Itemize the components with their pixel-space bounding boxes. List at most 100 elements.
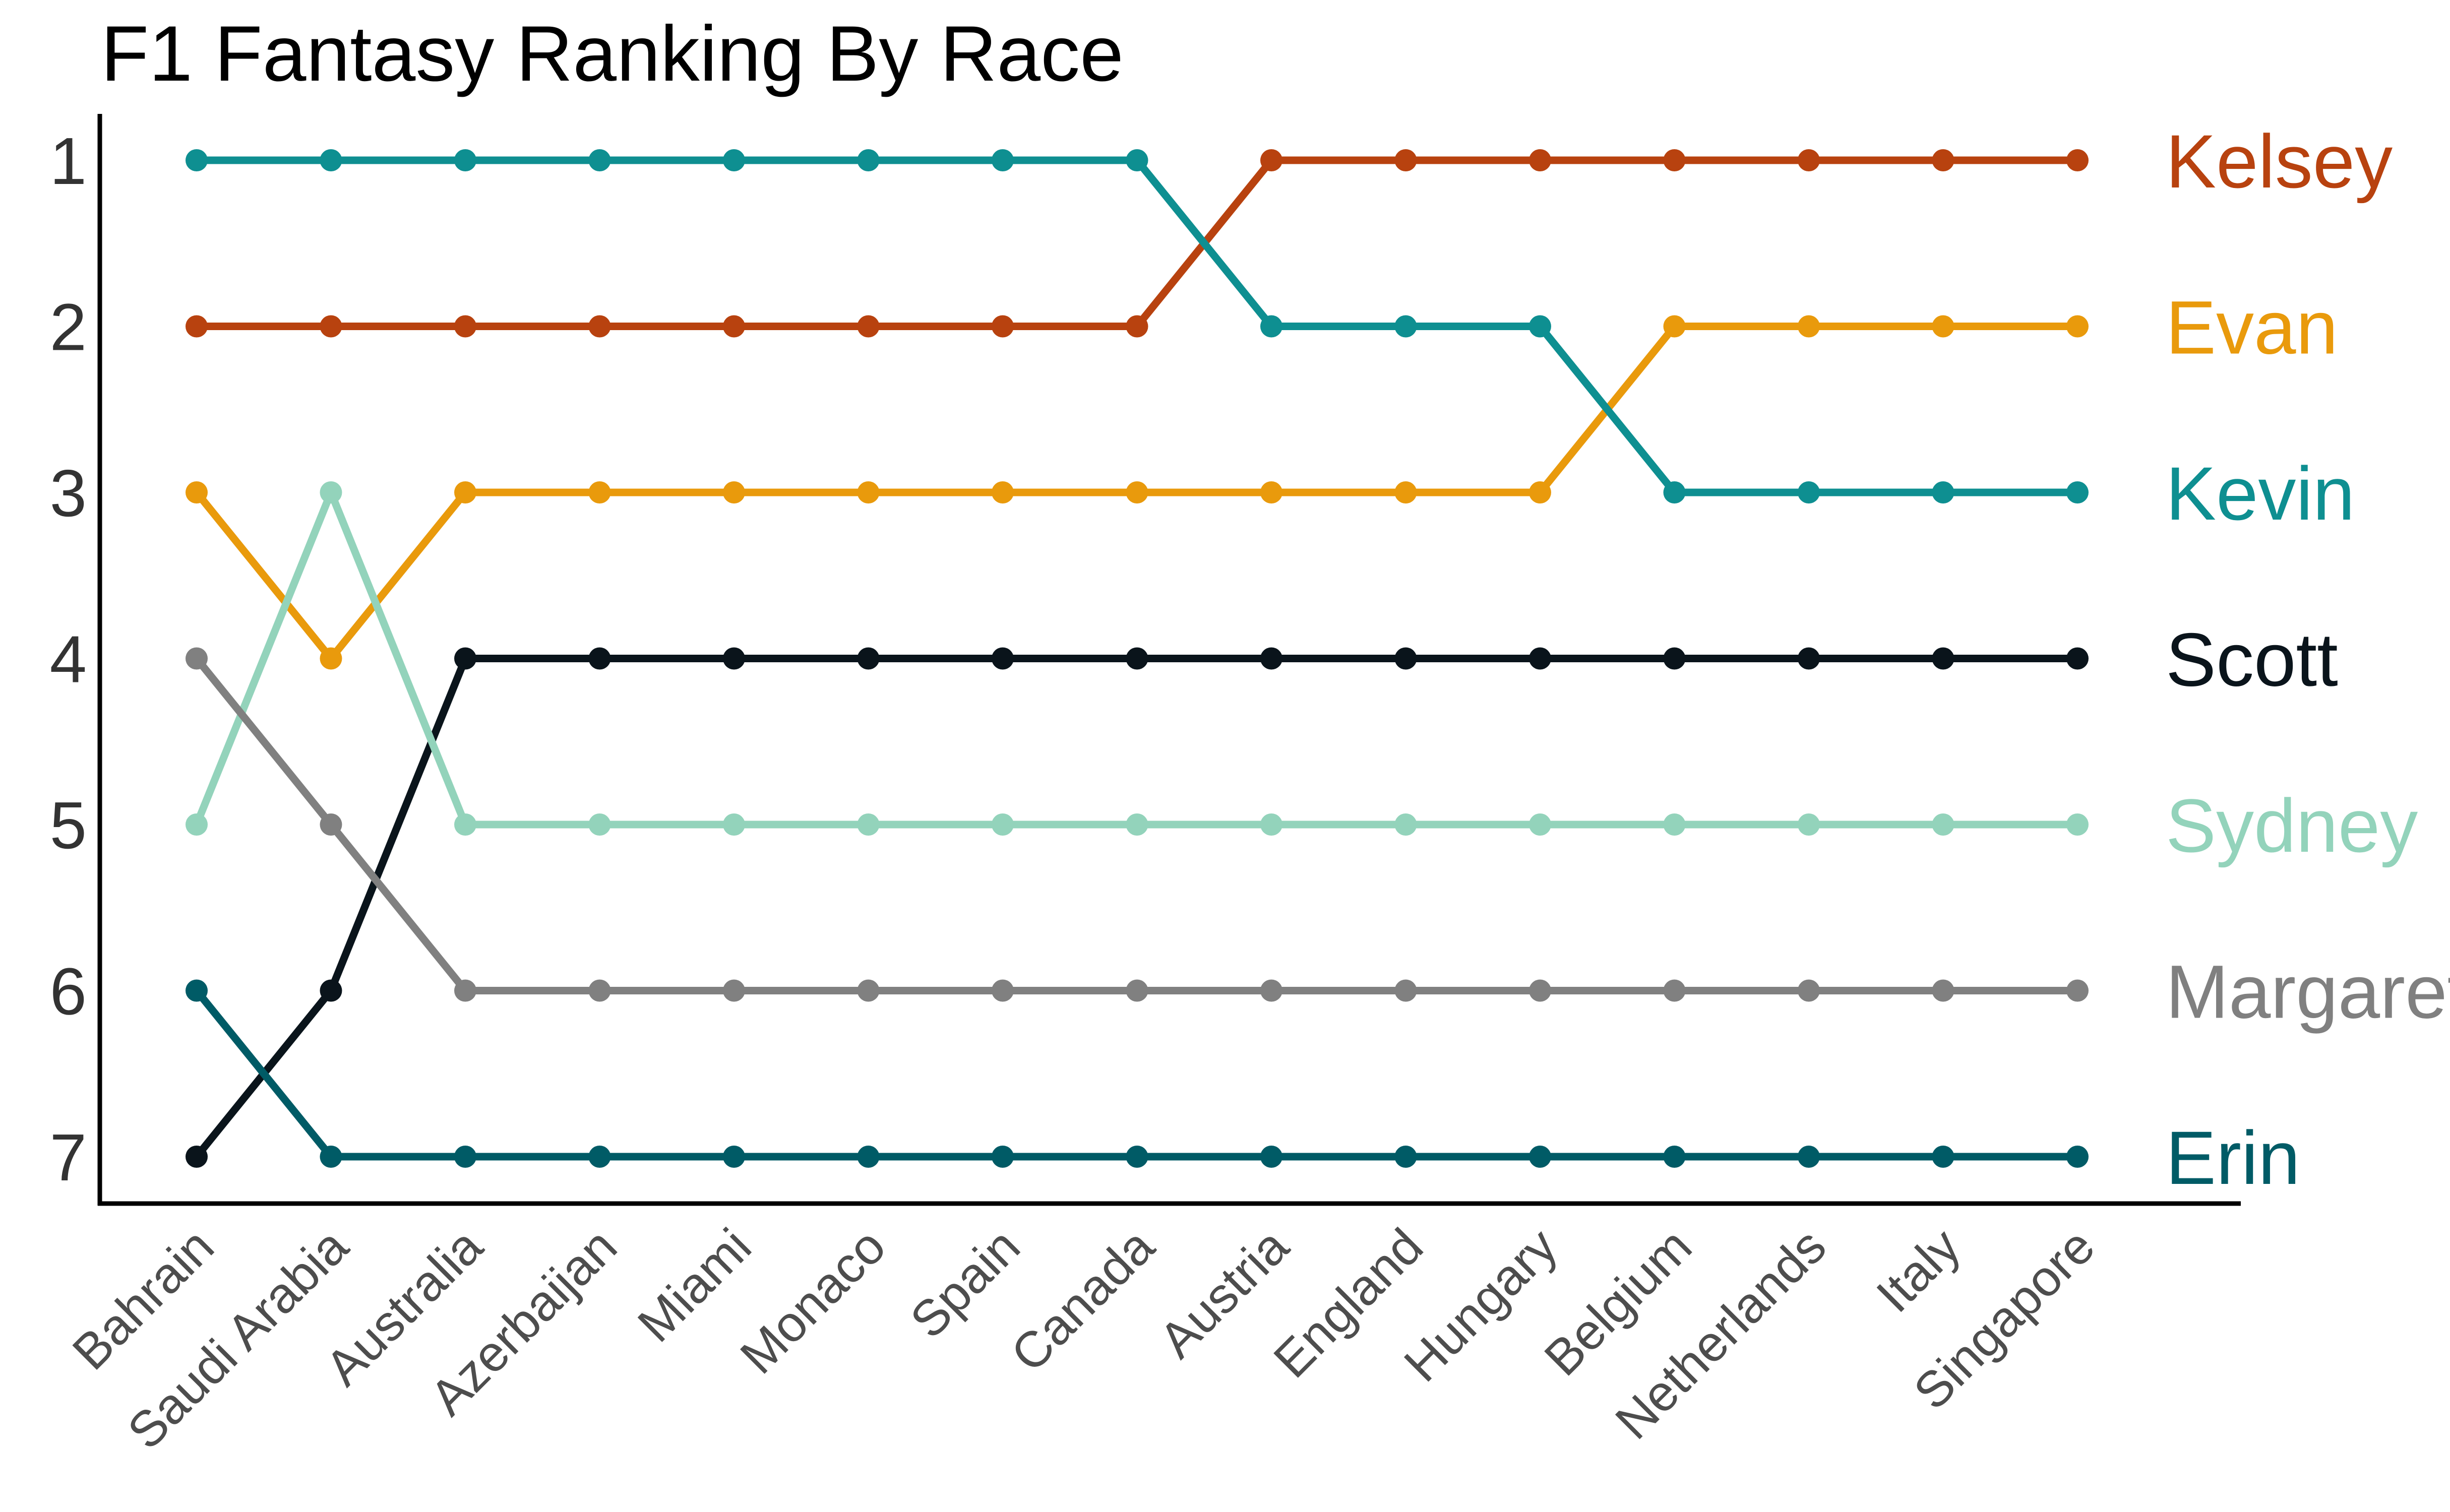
- point-evan-hungary: [1529, 481, 1551, 503]
- point-scott-monaco: [857, 647, 880, 670]
- point-evan-canada: [1126, 481, 1148, 503]
- point-kevin-spain: [992, 149, 1014, 171]
- point-evan-austria: [1260, 481, 1282, 503]
- point-kelsey-austria: [1260, 149, 1282, 171]
- series-label-margaret: Margaret: [2166, 950, 2450, 1034]
- point-evan-miami: [723, 481, 745, 503]
- point-erin-miami: [723, 1146, 745, 1168]
- point-kelsey-canada: [1126, 315, 1148, 338]
- point-kevin-azerbaijan: [588, 149, 611, 171]
- point-evan-singapore: [2066, 315, 2089, 338]
- point-sydney-belgium: [1663, 813, 1686, 836]
- x-tick-label-canada: Canada: [1000, 1218, 1165, 1382]
- point-erin-belgium: [1663, 1146, 1686, 1168]
- point-kelsey-monaco: [857, 315, 880, 338]
- point-scott-azerbaijan: [588, 647, 611, 670]
- point-evan-spain: [992, 481, 1014, 503]
- point-evan-azerbaijan: [588, 481, 611, 503]
- y-tick-label-1: 1: [50, 124, 87, 198]
- point-sydney-saudi-arabia: [320, 481, 342, 503]
- series-points: [186, 149, 2089, 1168]
- point-evan-monaco: [857, 481, 880, 503]
- y-tick-label-5: 5: [50, 788, 87, 862]
- point-kevin-netherlands: [1798, 481, 1820, 503]
- point-kelsey-bahrain: [186, 315, 208, 338]
- series-line-erin: [193, 987, 2081, 1161]
- point-kelsey-saudi-arabia: [320, 315, 342, 338]
- point-sydney-england: [1394, 813, 1417, 836]
- y-tick-label-4: 4: [50, 622, 87, 697]
- point-sydney-canada: [1126, 813, 1148, 836]
- point-margaret-spain: [992, 979, 1014, 1002]
- series-label-scott: Scott: [2166, 617, 2338, 702]
- point-evan-belgium: [1663, 315, 1686, 338]
- x-tick-label-spain: Spain: [900, 1218, 1031, 1349]
- x-tick-label-italy: Italy: [1866, 1218, 1971, 1323]
- point-margaret-bahrain: [186, 647, 208, 670]
- point-kevin-austria: [1260, 315, 1282, 338]
- series-label-sydney: Sydney: [2166, 783, 2418, 868]
- point-kevin-hungary: [1529, 315, 1551, 338]
- point-scott-canada: [1126, 647, 1148, 670]
- point-kelsey-netherlands: [1798, 149, 1820, 171]
- series-label-erin: Erin: [2166, 1115, 2300, 1200]
- point-sydney-bahrain: [186, 813, 208, 836]
- point-margaret-miami: [723, 979, 745, 1002]
- point-kelsey-azerbaijan: [588, 315, 611, 338]
- point-scott-singapore: [2066, 647, 2089, 670]
- point-scott-saudi-arabia: [320, 979, 342, 1002]
- point-margaret-austria: [1260, 979, 1282, 1002]
- point-kevin-canada: [1126, 149, 1148, 171]
- point-evan-bahrain: [186, 481, 208, 503]
- point-scott-hungary: [1529, 647, 1551, 670]
- point-erin-austria: [1260, 1146, 1282, 1168]
- point-sydney-monaco: [857, 813, 880, 836]
- point-erin-netherlands: [1798, 1146, 1820, 1168]
- point-margaret-australia: [454, 979, 476, 1002]
- point-sydney-singapore: [2066, 813, 2089, 836]
- point-kevin-belgium: [1663, 481, 1686, 503]
- point-erin-italy: [1932, 1146, 1954, 1168]
- point-scott-miami: [723, 647, 745, 670]
- point-margaret-hungary: [1529, 979, 1551, 1002]
- point-kevin-singapore: [2066, 481, 2089, 503]
- point-margaret-monaco: [857, 979, 880, 1002]
- point-margaret-canada: [1126, 979, 1148, 1002]
- point-kevin-bahrain: [186, 149, 208, 171]
- point-evan-saudi-arabia: [320, 647, 342, 670]
- point-kelsey-spain: [992, 315, 1014, 338]
- point-evan-italy: [1932, 315, 1954, 338]
- point-erin-canada: [1126, 1146, 1148, 1168]
- point-scott-austria: [1260, 647, 1282, 670]
- point-evan-netherlands: [1798, 315, 1820, 338]
- point-margaret-belgium: [1663, 979, 1686, 1002]
- point-kelsey-england: [1394, 149, 1417, 171]
- point-margaret-england: [1394, 979, 1417, 1002]
- point-erin-azerbaijan: [588, 1146, 611, 1168]
- point-scott-spain: [992, 647, 1014, 670]
- point-scott-england: [1394, 647, 1417, 670]
- point-kelsey-miami: [723, 315, 745, 338]
- point-scott-australia: [454, 647, 476, 670]
- point-erin-singapore: [2066, 1146, 2089, 1168]
- point-margaret-netherlands: [1798, 979, 1820, 1002]
- point-margaret-azerbaijan: [588, 979, 611, 1002]
- y-tick-label-6: 6: [50, 955, 87, 1029]
- chart-title: F1 Fantasy Ranking By Race: [101, 10, 1124, 98]
- point-scott-italy: [1932, 647, 1954, 670]
- point-sydney-austria: [1260, 813, 1282, 836]
- point-erin-england: [1394, 1146, 1417, 1168]
- point-kevin-australia: [454, 149, 476, 171]
- point-sydney-hungary: [1529, 813, 1551, 836]
- point-kevin-italy: [1932, 481, 1954, 503]
- point-kelsey-singapore: [2066, 149, 2089, 171]
- point-kevin-miami: [723, 149, 745, 171]
- point-sydney-spain: [992, 813, 1014, 836]
- point-sydney-azerbaijan: [588, 813, 611, 836]
- point-sydney-italy: [1932, 813, 1954, 836]
- point-erin-bahrain: [186, 979, 208, 1002]
- point-margaret-singapore: [2066, 979, 2089, 1002]
- point-scott-bahrain: [186, 1146, 208, 1168]
